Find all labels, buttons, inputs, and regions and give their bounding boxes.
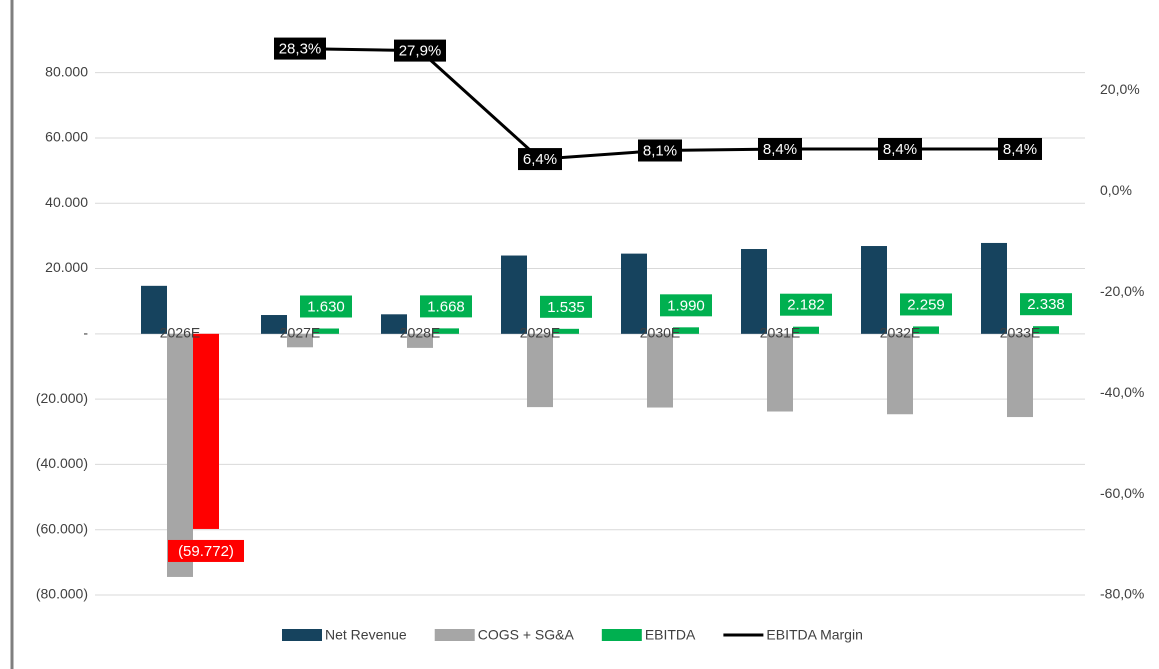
y-tick-label: 80.000	[45, 63, 88, 79]
y2-tick-label: 0,0%	[1100, 182, 1132, 198]
line-label: 8,4%	[1003, 141, 1037, 158]
bar	[767, 333, 793, 412]
line-label-box	[394, 39, 446, 62]
legend-swatch	[601, 629, 642, 641]
bar	[141, 285, 167, 334]
data-label: (59.772)	[178, 543, 234, 560]
bar	[501, 255, 527, 334]
data-label-box	[780, 293, 832, 316]
bar	[261, 315, 287, 334]
bar	[287, 333, 313, 348]
legend-label: Net Revenue	[325, 627, 407, 643]
bar	[981, 242, 1007, 334]
bar	[887, 333, 913, 415]
y2-tick-label: 20,0%	[1100, 81, 1140, 97]
data-label-box	[540, 295, 592, 318]
legend-label: EBITDA Margin	[766, 627, 862, 643]
bar	[381, 314, 407, 334]
line-label: 6,4%	[523, 151, 557, 168]
x-tick-label: 2032E	[880, 325, 920, 341]
bar	[407, 333, 433, 348]
bar	[793, 326, 819, 334]
bar	[621, 253, 647, 334]
data-label: 1.630	[307, 298, 345, 315]
legend-swatch	[282, 629, 322, 641]
data-label-box	[420, 295, 472, 318]
bar	[673, 327, 699, 334]
x-tick-label: 2028E	[400, 325, 440, 341]
bar	[1033, 326, 1059, 334]
y-tick-label: (20.000)	[36, 390, 88, 406]
data-label-box	[660, 294, 712, 317]
line-label: 8,4%	[883, 141, 917, 158]
data-label-box	[300, 295, 352, 318]
line-label-box	[638, 139, 682, 162]
line-label-box	[274, 37, 326, 60]
data-label-box	[1020, 293, 1072, 316]
x-tick-label: 2033E	[1000, 325, 1040, 341]
data-label-box	[168, 539, 244, 562]
x-tick-label: 2026E	[160, 325, 200, 341]
y-tick-label: (80.000)	[36, 586, 88, 602]
y-tick-label: 20.000	[45, 259, 88, 275]
bar	[193, 333, 219, 529]
bar	[741, 249, 767, 334]
data-label: 2.182	[787, 297, 825, 314]
bar	[913, 326, 939, 334]
y-tick-label: -	[83, 325, 88, 341]
line-label: 27,9%	[399, 43, 442, 60]
data-label: 1.990	[667, 297, 705, 314]
bar	[1007, 333, 1033, 418]
bar	[553, 328, 579, 334]
line-label: 28,3%	[279, 41, 322, 58]
y-tick-label: 60.000	[45, 129, 88, 145]
legend-swatch	[434, 629, 475, 641]
legend-label: COGS + SG&A	[478, 627, 575, 643]
data-label: 2.259	[907, 296, 945, 313]
y-tick-label: (40.000)	[36, 455, 88, 471]
data-label: 1.535	[547, 299, 585, 316]
y2-tick-label: -60,0%	[1100, 485, 1144, 501]
line-label: 8,4%	[763, 141, 797, 158]
bar	[647, 333, 673, 408]
line-label-box	[998, 137, 1042, 160]
bar	[861, 246, 887, 334]
y2-tick-label: -40,0%	[1100, 384, 1144, 400]
x-tick-label: 2031E	[760, 325, 800, 341]
bar	[167, 333, 193, 577]
line-label-box	[878, 137, 922, 160]
y-tick-label: (60.000)	[36, 520, 88, 536]
line-label-box	[518, 148, 562, 171]
y-tick-label: 40.000	[45, 194, 88, 210]
bar	[313, 328, 339, 334]
y2-tick-label: -80,0%	[1100, 586, 1144, 602]
bar	[433, 328, 459, 334]
x-tick-label: 2030E	[640, 325, 680, 341]
bar	[527, 333, 553, 408]
y2-tick-label: -20,0%	[1100, 283, 1144, 299]
line-label-box	[758, 137, 802, 160]
data-label-box	[900, 293, 952, 316]
x-tick-label: 2027E	[280, 325, 320, 341]
legend-label: EBITDA	[645, 627, 696, 643]
data-label: 1.668	[427, 298, 465, 315]
line-label: 8,1%	[643, 142, 677, 159]
x-tick-label: 2029E	[520, 325, 560, 341]
data-label: 2.338	[1027, 296, 1065, 313]
